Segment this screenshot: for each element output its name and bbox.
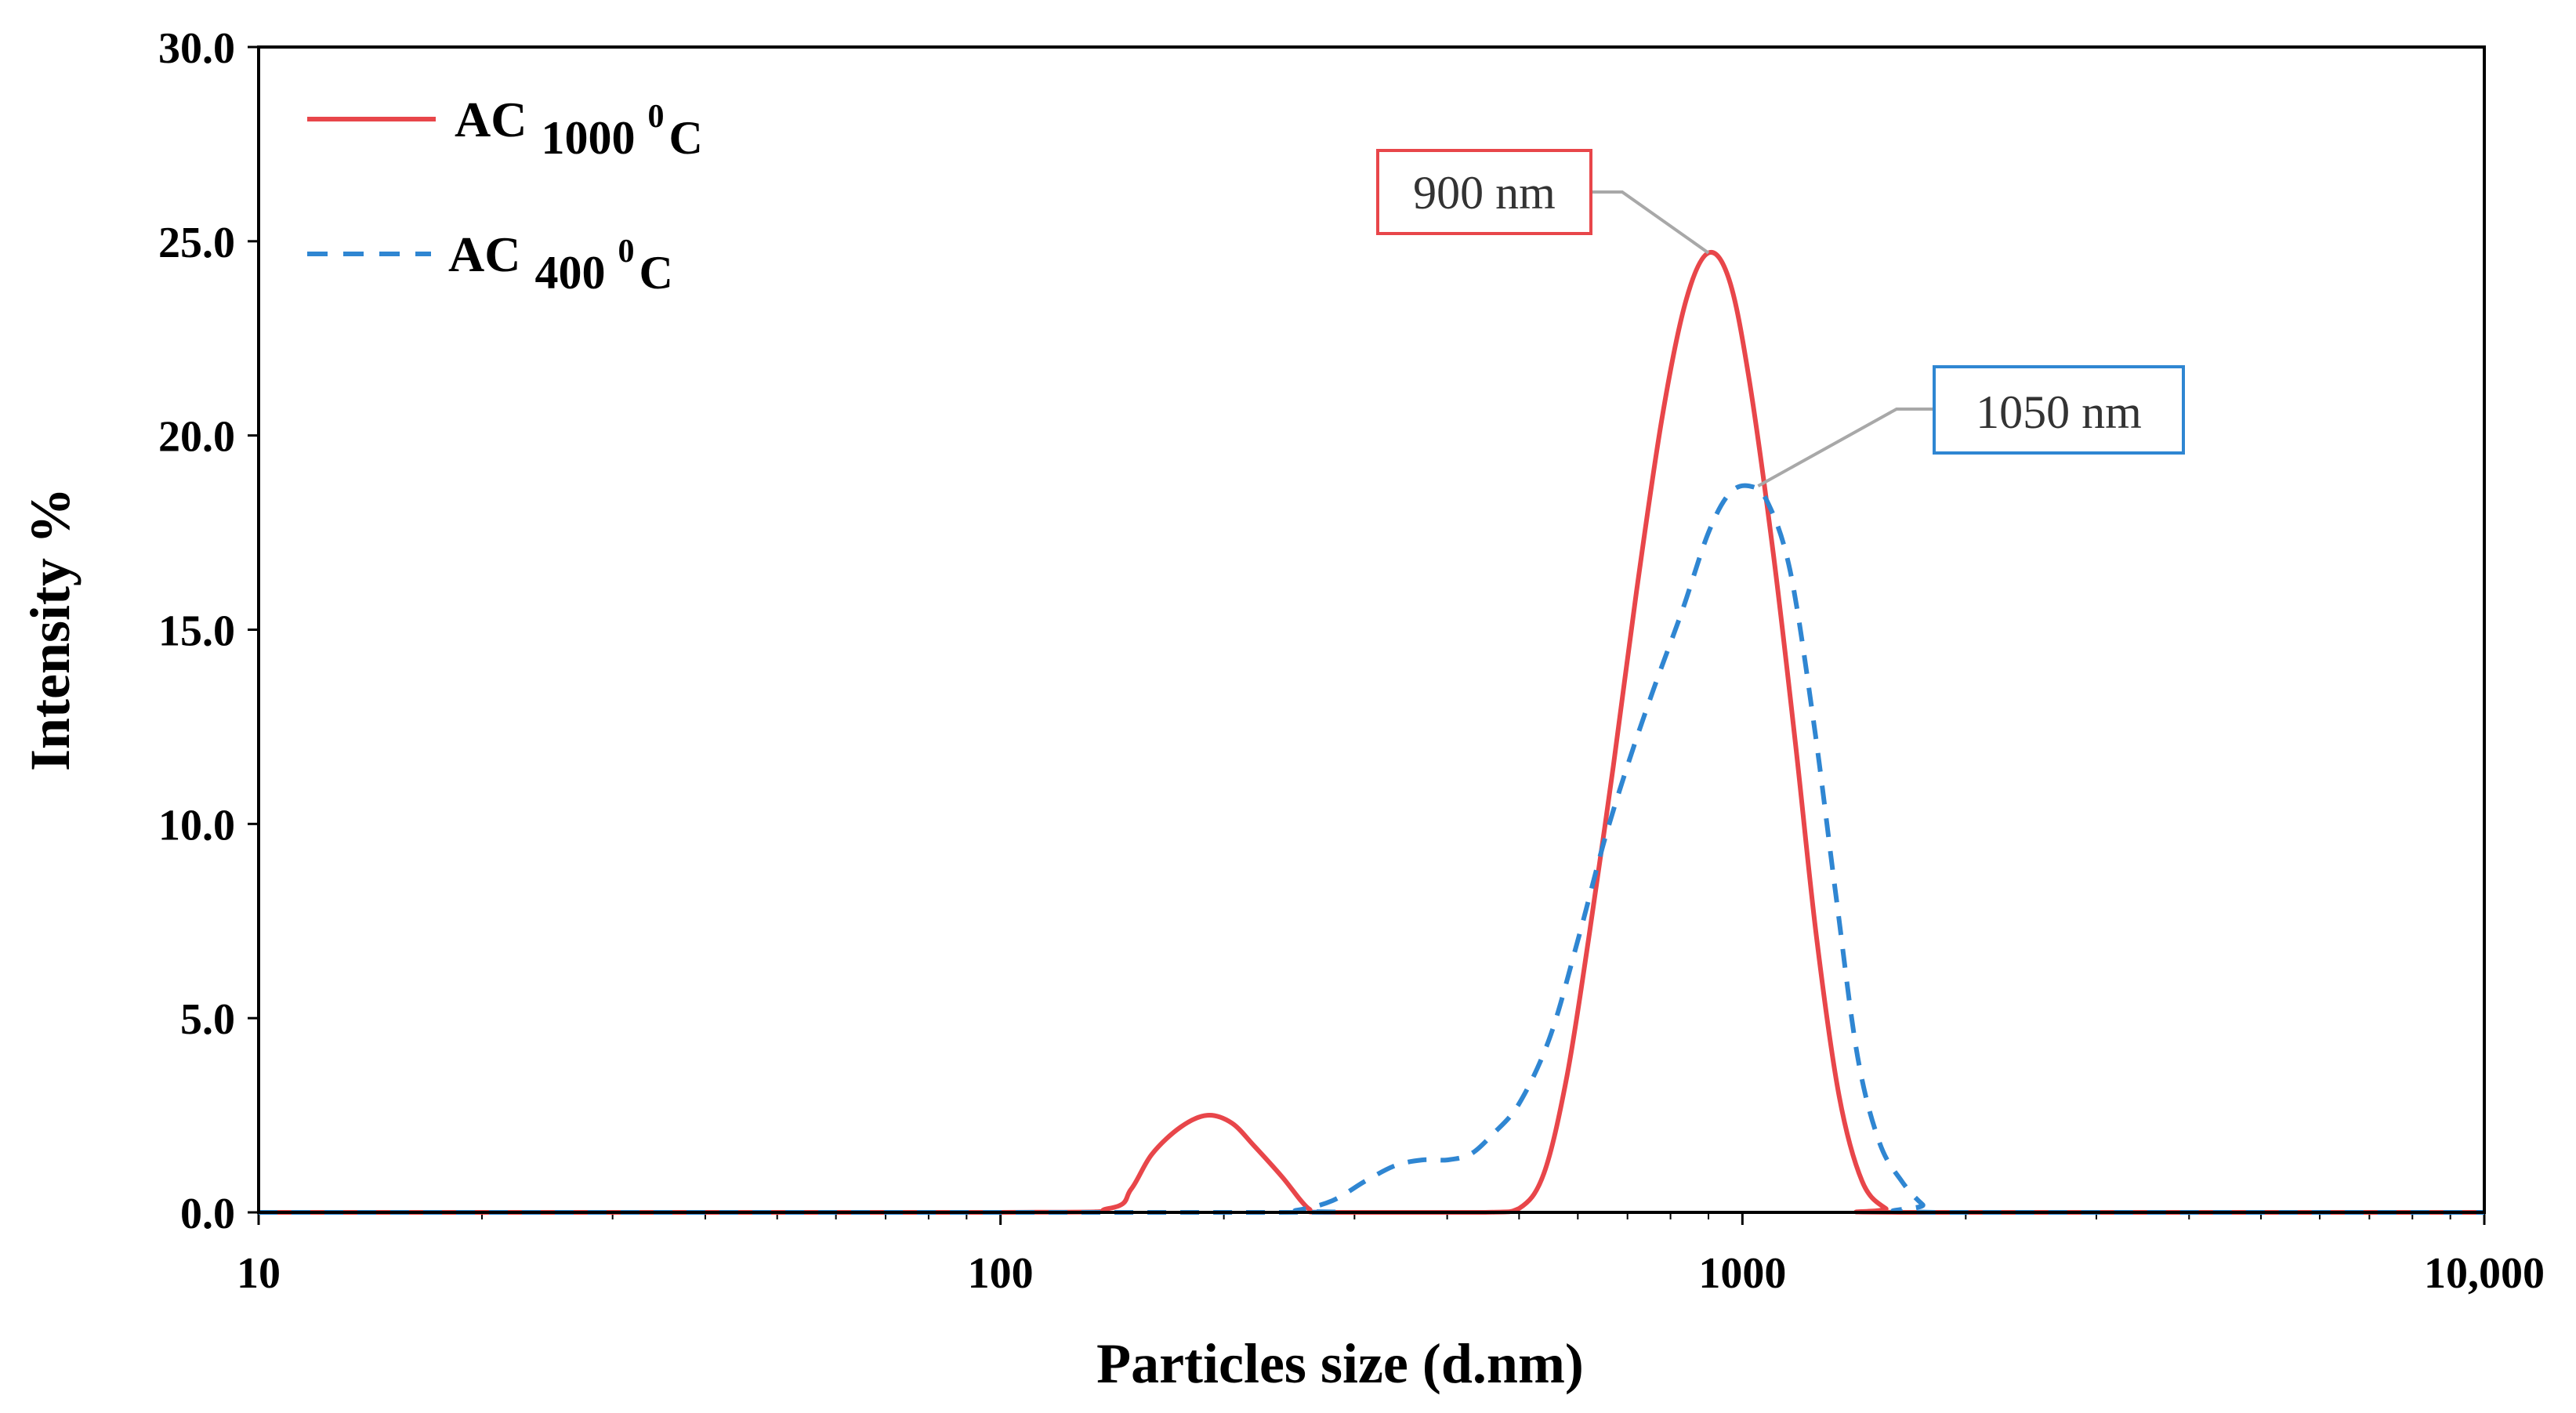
y-tick-label: 30.0 [158, 24, 235, 73]
x-tick-label: 100 [968, 1249, 1034, 1298]
x-axis-title: Particles size (d.nm) [1096, 1332, 1584, 1395]
callout-leader-900 [1591, 190, 1710, 255]
y-tick-label: 25.0 [158, 219, 235, 267]
legend-label-ac1000: AC 1000 0 C [455, 92, 703, 164]
y-axis-title: Intensity % [19, 487, 82, 771]
callout-box-1050 [1933, 365, 2185, 455]
x-tick-label: 1000 [1698, 1249, 1786, 1298]
x-tick-label: 10 [237, 1249, 281, 1298]
series-layer [258, 250, 2484, 1216]
axis-ticks: 0.0 5.0 10.0 15.0 20.0 25.0 30.0 10 100 1000 10,00… [158, 24, 2545, 1298]
y-tick-label: 0.0 [180, 1190, 235, 1238]
y-tick-label: 10.0 [158, 801, 235, 850]
y-tick-label: 5.0 [180, 995, 235, 1044]
callouts: 900 nm 1050 nm [1376, 149, 2185, 487]
annotation-1050nm: 1050 nm [1976, 386, 2142, 438]
callout-box-900 [1376, 149, 1592, 235]
plot-area-frame [257, 45, 2486, 1214]
y-tick-label: 20.0 [158, 413, 235, 462]
x-tick-label: 10,000 [2424, 1249, 2545, 1298]
legend-label-ac400: AC 400 0 C [448, 226, 673, 299]
series-line-ac1000 [258, 250, 2484, 1216]
annotation-900nm: 900 nm [1413, 167, 1556, 219]
series-line-ac400 [258, 483, 2484, 1216]
y-tick-label: 15.0 [158, 607, 235, 656]
legend: AC 1000 0 C AC 400 0 C [307, 92, 703, 299]
callout-leader-1050 [1757, 408, 1934, 487]
